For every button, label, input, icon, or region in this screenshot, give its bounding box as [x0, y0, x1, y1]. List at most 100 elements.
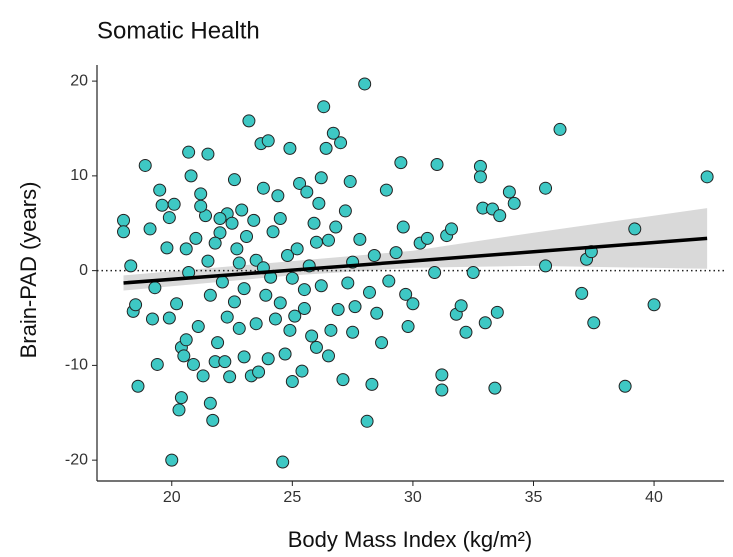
- point: [225, 216, 239, 230]
- point: [435, 383, 449, 397]
- point: [172, 403, 186, 417]
- point: [297, 283, 311, 297]
- point: [309, 235, 323, 249]
- point: [213, 226, 227, 240]
- point: [252, 365, 266, 379]
- point: [317, 100, 331, 114]
- point: [314, 171, 328, 185]
- point: [553, 122, 567, 136]
- point: [235, 203, 249, 217]
- point: [314, 279, 328, 293]
- point: [322, 233, 336, 247]
- point: [466, 266, 480, 280]
- point: [454, 299, 468, 313]
- point: [194, 187, 208, 201]
- point: [179, 333, 193, 347]
- point: [153, 183, 167, 197]
- point: [167, 197, 181, 211]
- point: [379, 183, 393, 197]
- point: [281, 248, 295, 262]
- point: [334, 136, 348, 150]
- point: [326, 126, 340, 140]
- point: [203, 396, 217, 410]
- point: [367, 248, 381, 262]
- point: [230, 242, 244, 256]
- point: [283, 323, 297, 337]
- y-tick-label: 10: [70, 167, 88, 184]
- point: [208, 236, 222, 250]
- point: [382, 274, 396, 288]
- point: [268, 312, 282, 326]
- point: [117, 225, 131, 239]
- point: [191, 320, 205, 334]
- point: [389, 246, 403, 260]
- regression-line: [123, 236, 708, 285]
- point: [145, 312, 159, 326]
- point: [259, 288, 273, 302]
- point: [370, 306, 384, 320]
- point: [218, 355, 232, 369]
- point: [365, 377, 379, 391]
- chart-title: Somatic Health: [97, 17, 260, 44]
- point: [394, 156, 408, 170]
- point: [488, 381, 502, 395]
- point: [242, 114, 256, 128]
- point: [628, 222, 642, 236]
- point: [348, 300, 362, 314]
- point: [360, 414, 374, 428]
- point: [473, 170, 487, 184]
- point: [179, 242, 193, 256]
- point: [343, 175, 357, 189]
- point: [396, 220, 410, 234]
- point: [375, 336, 389, 350]
- point: [507, 196, 521, 210]
- point: [271, 189, 285, 203]
- point: [182, 145, 196, 159]
- point: [162, 311, 176, 325]
- point: [285, 375, 299, 389]
- point: [165, 453, 179, 467]
- point: [346, 325, 360, 339]
- y-tick-label: -20: [65, 451, 88, 468]
- point: [155, 198, 169, 212]
- point: [215, 275, 229, 289]
- point: [162, 211, 176, 225]
- point: [285, 271, 299, 285]
- y-axis-label: Brain-PAD (years): [16, 182, 41, 359]
- point: [539, 259, 553, 273]
- point: [293, 176, 307, 190]
- point: [148, 281, 162, 295]
- point: [353, 232, 367, 246]
- point: [174, 391, 188, 405]
- point: [201, 147, 215, 161]
- point: [194, 199, 208, 213]
- point: [203, 288, 217, 302]
- point: [331, 302, 345, 316]
- point: [305, 329, 319, 343]
- point: [430, 157, 444, 171]
- point: [223, 370, 237, 384]
- point: [587, 316, 601, 330]
- point: [160, 241, 174, 255]
- point: [138, 158, 152, 172]
- point: [322, 349, 336, 363]
- point: [435, 368, 449, 382]
- point: [363, 285, 377, 299]
- point: [319, 141, 333, 155]
- y-tick-label: -10: [65, 357, 88, 374]
- point: [150, 357, 164, 371]
- point: [117, 213, 131, 227]
- point: [256, 181, 270, 195]
- point: [490, 305, 504, 319]
- point: [502, 185, 516, 199]
- point: [220, 310, 234, 324]
- point: [399, 287, 413, 301]
- point: [232, 321, 246, 335]
- point: [143, 222, 157, 236]
- point: [493, 209, 507, 223]
- point: [170, 297, 184, 311]
- point: [618, 379, 632, 393]
- point: [227, 295, 241, 309]
- point: [129, 298, 143, 312]
